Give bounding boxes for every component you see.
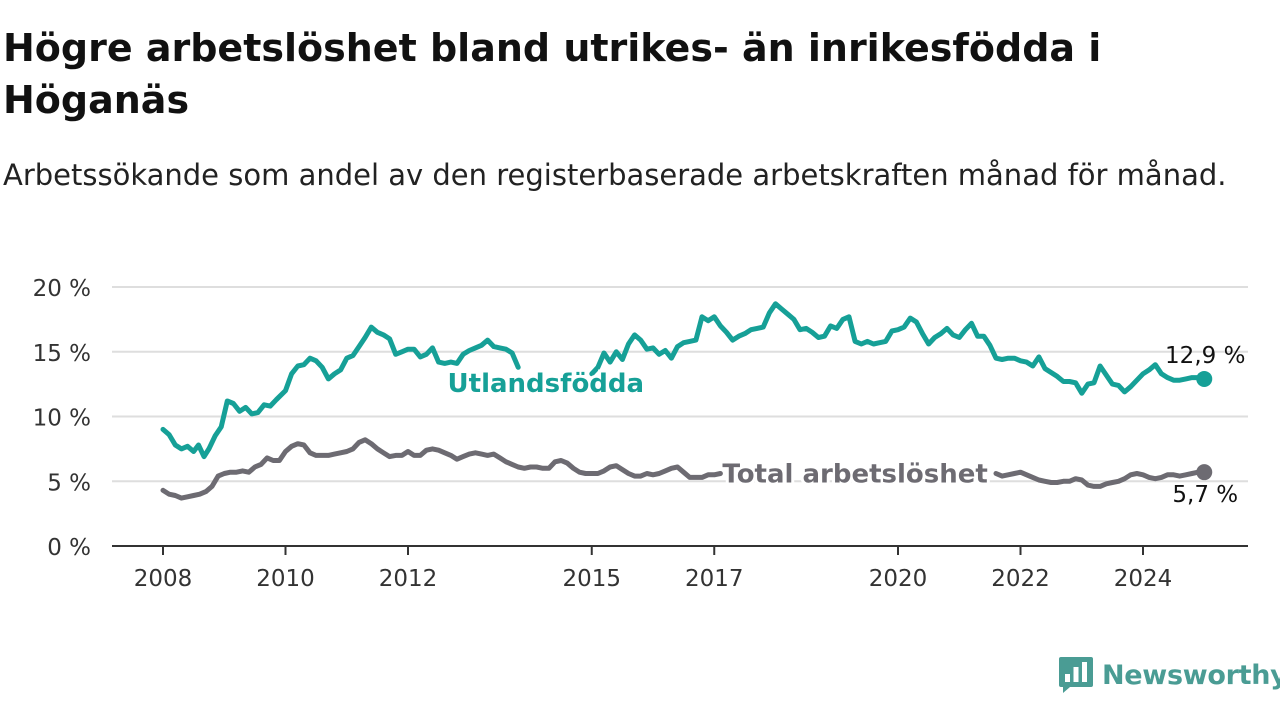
end-point-marker [1196,464,1213,481]
chart-subtitle: Arbetssökande som andel av den registerb… [3,158,1227,192]
y-tick-label: 5 % [47,470,91,496]
y-tick-label: 10 % [33,406,91,432]
series-label-foreign-born: Utlandsfödda [448,369,645,399]
x-tick-label: 2020 [869,566,928,592]
series-lines [160,301,1213,501]
x-tick-label: 2015 [562,566,621,592]
total-unemployment-line-segment [993,469,1207,489]
chart-title: Högre arbetslöshet bland utrikes- än inr… [3,26,1102,122]
series-labels: 12,9 % 5,7 % Utlandsfödda Total arbetslöshe… [445,343,1246,508]
brand: Newsworthy [1058,655,1280,695]
x-tick-label: 2010 [256,566,315,592]
line-chart: 0 %5 %10 %15 %20 % 2008 2010 2012 2015 2017 2… [33,276,1248,592]
y-tick-label: 15 % [33,341,91,367]
brand-name: Newsworthy [1102,659,1280,691]
series-label-total: Total arbetslöshet [722,459,987,489]
y-tick-label: 20 % [33,276,91,302]
y-axis: 0 % 5 % 10 % 15 % 20 % [33,276,91,561]
foreign-born-line [160,324,521,460]
total-unemployment-line [160,437,723,501]
end-point-marker [1196,370,1213,387]
x-tick-label: 2017 [685,566,744,592]
x-tick-label: 2012 [379,566,438,592]
end-value-label: 12,9 % [1165,343,1245,369]
y-tick-label: 0 % [47,535,91,561]
newsworthy-logo-icon [1059,657,1093,693]
x-tick-label: 2008 [134,566,193,592]
end-value-label: 5,7 % [1172,482,1238,508]
foreign-born-line-segment [589,301,1207,396]
x-axis: 2008 2010 2012 2015 2017 2020 2022 2024 [112,545,1248,592]
x-tick-label: 2022 [991,566,1050,592]
x-tick-label: 2024 [1114,566,1173,592]
